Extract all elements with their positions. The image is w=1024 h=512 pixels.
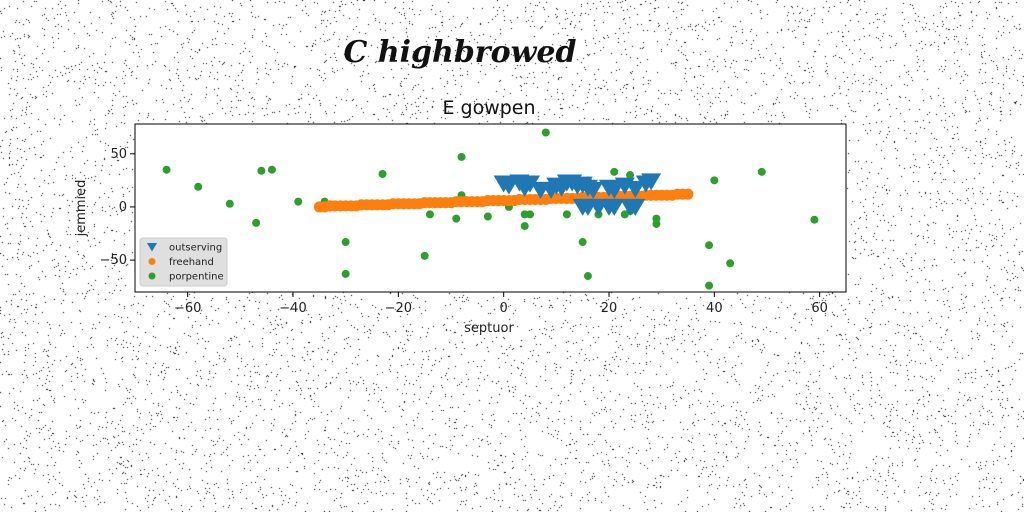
porpentine-point [252, 218, 261, 227]
porpentine-point [294, 197, 303, 206]
porpentine-point [626, 171, 635, 180]
porpentine-point [578, 238, 587, 247]
porpentine-point [341, 269, 350, 278]
data-points [162, 128, 819, 290]
porpentine-point [520, 222, 529, 231]
porpentine-point [526, 210, 534, 219]
legend-label-outserving: outserving [169, 243, 222, 254]
x-tick-label: 60 [811, 301, 828, 316]
y-tick-label: 50 [110, 147, 127, 162]
y-axis-label: jemmied [74, 180, 89, 238]
legend-label-porpentine: porpentine [169, 272, 224, 283]
outserving-point [625, 198, 646, 216]
x-axis-label: septuor [464, 321, 514, 336]
porpentine-point [257, 166, 266, 175]
outserving-point [572, 198, 593, 216]
x-tick-label: −40 [279, 301, 306, 316]
porpentine-point [757, 167, 766, 176]
legend-marker-freehand [148, 258, 156, 265]
porpentine-point [267, 165, 276, 174]
outserving-point [604, 181, 625, 199]
porpentine-point [705, 281, 714, 290]
freehand-point [682, 188, 694, 200]
porpentine-point [541, 128, 550, 137]
porpentine-point [162, 165, 171, 174]
porpentine-point [452, 214, 461, 223]
outserving-point [625, 180, 646, 198]
x-tick-label: 20 [601, 301, 618, 316]
legend-marker-outserving [147, 243, 157, 252]
axes-title: E gowpen [442, 97, 535, 119]
porpentine-point [583, 272, 592, 281]
x-tick-label: 40 [706, 301, 723, 316]
porpentine-point [652, 219, 661, 228]
outserving-point [583, 181, 604, 199]
porpentine-point [710, 176, 719, 185]
plot-area [134, 123, 847, 293]
y-tick-label: 0 [119, 200, 127, 215]
legend: outserving freehand porpentine [139, 237, 228, 287]
chart-suptitle: C highbrowed [344, 35, 577, 70]
outserving-point [641, 173, 662, 191]
legend-box [139, 237, 228, 287]
porpentine-point [562, 210, 571, 219]
legend-marker-porpentine [148, 272, 156, 280]
porpentine-point [726, 259, 735, 268]
y-tick-label: −50 [100, 253, 127, 268]
x-tick-label: 0 [500, 301, 508, 316]
y-axis-ticks: −50 0 50 [100, 147, 135, 268]
x-tick-label: −60 [174, 301, 201, 316]
porpentine-point [810, 215, 819, 224]
porpentine-point [425, 210, 434, 219]
outserving-point [604, 198, 625, 216]
porpentine-point [483, 212, 492, 221]
porpentine-point [225, 199, 234, 208]
x-axis-ticks: −60 −40 −20 0 20 40 60 [174, 292, 828, 316]
porpentine-point [610, 167, 619, 176]
porpentine-point [341, 238, 350, 247]
x-tick-label: −20 [385, 301, 412, 316]
porpentine-point [705, 241, 714, 250]
porpentine-point [420, 251, 429, 260]
legend-label-freehand: freehand [169, 257, 214, 268]
series-outserving [493, 173, 662, 216]
porpentine-point [194, 182, 203, 191]
outserving-point [514, 179, 535, 197]
porpentine-point [457, 152, 466, 161]
porpentine-point [378, 169, 387, 178]
